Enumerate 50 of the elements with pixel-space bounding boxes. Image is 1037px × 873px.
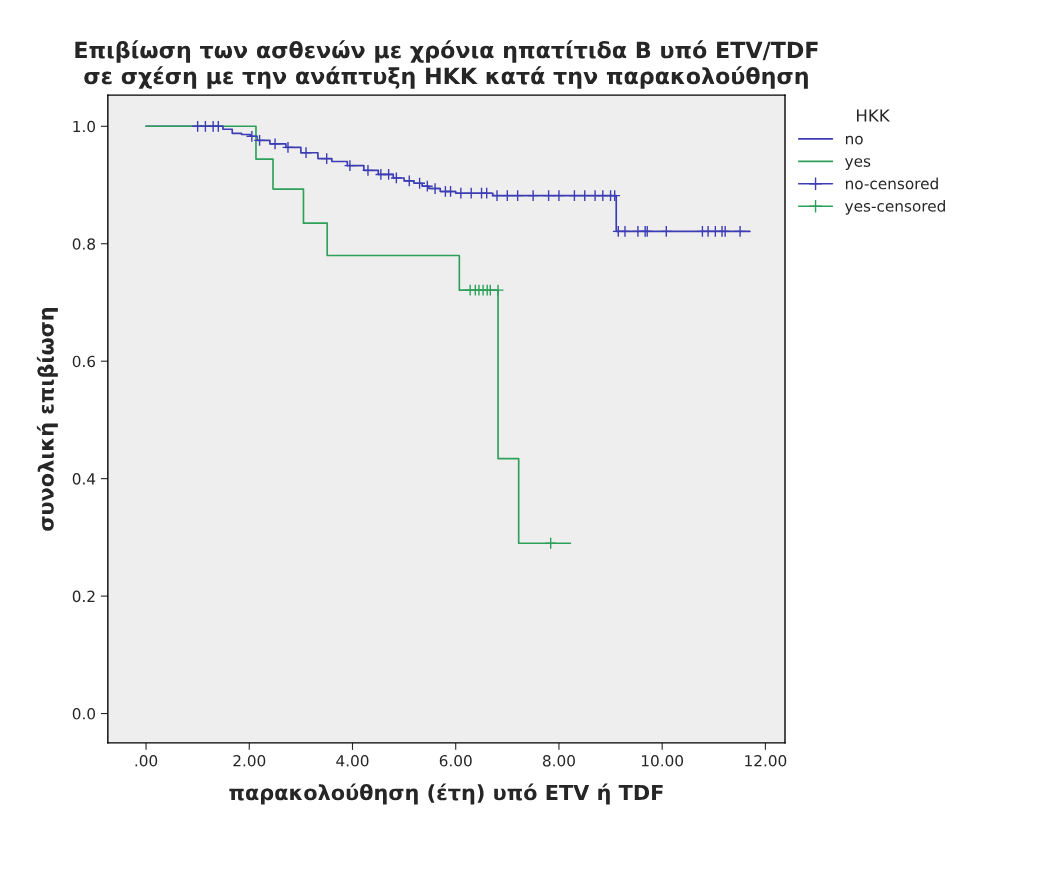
point — [428, 182, 442, 195]
y-tick-label: 0.4 — [72, 473, 96, 485]
y-tick-label: 1.0 — [73, 120, 96, 133]
x-tick-label: 12.00 — [745, 755, 787, 767]
y-tick-label: 0.8 — [72, 238, 95, 250]
y-tick-label: 0.6 — [72, 355, 96, 368]
legend-label: yes — [845, 158, 871, 170]
point — [268, 137, 282, 150]
point — [552, 189, 566, 202]
point — [281, 141, 295, 154]
chart-title: Επιβίωση των ασθενών με χρόνια ηπατίτιδα Β υπό ETV/TDF σε σχέση με την ανάπτυξη ΗΚΚ κατά την παρακολούθηση — [75, 40, 818, 89]
x-tick-label: 8.00 — [542, 755, 575, 767]
point — [454, 187, 467, 200]
point — [361, 164, 375, 177]
legend-label: no-censored — [845, 177, 938, 190]
x-tick-label: 6.00 — [439, 755, 472, 767]
point — [403, 174, 416, 187]
point — [501, 189, 514, 202]
y-axis-title: συνολική επιβίωση — [36, 307, 58, 531]
point — [618, 225, 632, 238]
point — [299, 146, 313, 159]
point — [511, 189, 524, 202]
x-tick-label: 4.00 — [336, 755, 369, 767]
point — [491, 284, 505, 297]
x-tick-label: .00 — [135, 755, 158, 767]
point — [608, 189, 621, 202]
point — [253, 134, 266, 147]
point — [578, 189, 591, 202]
point — [382, 168, 395, 181]
x-tick-label: 10.00 — [641, 755, 684, 767]
point — [343, 159, 356, 172]
point — [542, 189, 555, 202]
legend-title: HKK — [856, 109, 891, 122]
point — [734, 225, 747, 238]
point — [465, 187, 478, 200]
point — [390, 171, 403, 185]
point — [490, 189, 504, 202]
legend-label: no — [845, 135, 863, 145]
x-axis-title: παρακολούθηση (έτη) υπό ETV ή TDF — [229, 783, 663, 805]
point — [527, 189, 540, 202]
point — [544, 537, 557, 550]
point — [568, 189, 581, 202]
y-tick-label: 0.2 — [72, 590, 95, 603]
point — [660, 225, 673, 238]
point — [719, 225, 732, 238]
point — [245, 130, 258, 143]
legend-label: yes-censored — [845, 199, 945, 215]
point — [413, 177, 426, 190]
x-tick-label: 2.00 — [233, 755, 266, 767]
y-tick-label: 0.0 — [72, 708, 96, 720]
